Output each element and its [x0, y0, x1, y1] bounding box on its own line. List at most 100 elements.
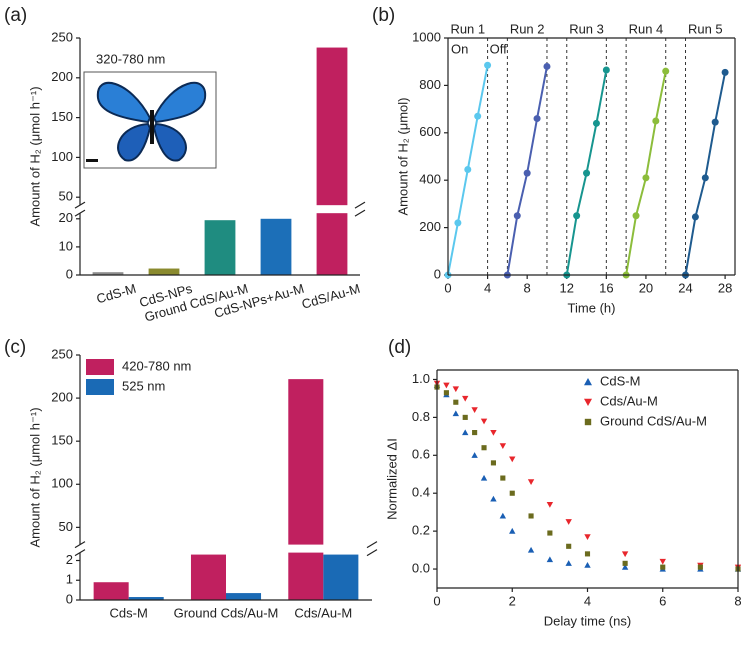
y-axis-label: Amount of H₂ (μmol)	[395, 97, 410, 215]
bar	[204, 220, 236, 275]
marker	[500, 475, 506, 481]
point	[533, 115, 541, 123]
marker	[660, 564, 666, 570]
marker	[490, 460, 496, 466]
run-label: Run 1	[450, 21, 485, 36]
axis-break	[75, 544, 379, 553]
y-tick-label: 100	[51, 149, 73, 164]
y-tick-label: 1000	[412, 29, 441, 44]
run-label: Run 5	[688, 21, 723, 36]
marker	[584, 562, 591, 568]
y-tick-label: 0.0	[412, 560, 430, 575]
y-axis-label: Amount of H₂ (μmol h⁻¹)	[27, 407, 42, 547]
panel-3: (d) 0.0 0.2 0.4 0.6 0.8 1.0 0 2 4 6 8 Normalized ΔI D…	[384, 337, 741, 628]
marker	[622, 560, 628, 566]
panel-1: (b) 0 200 400 600 800 1000 0 4 8 12 16 20 24 28 Amount …	[372, 5, 736, 315]
legend-label: 420-780 nm	[122, 358, 191, 373]
legend-swatch	[86, 359, 114, 375]
marker	[546, 502, 554, 508]
break-mark	[354, 209, 366, 217]
x-tick-label: Ground Cds/Au-M	[174, 605, 279, 620]
x-tick-label: 4	[584, 593, 591, 608]
bar	[128, 597, 164, 600]
marker	[528, 513, 534, 519]
marker	[480, 474, 488, 481]
marker	[546, 556, 554, 563]
marker	[499, 443, 507, 450]
point	[484, 61, 492, 69]
point	[711, 118, 719, 126]
run-label: Run 4	[629, 21, 664, 36]
y-axis-label: Normalized ΔI	[384, 438, 399, 520]
marker	[621, 563, 629, 570]
x-axis-label: Time (h)	[568, 300, 616, 315]
marker	[509, 490, 515, 496]
y-tick-label: 0	[434, 266, 441, 281]
y-tick-label: 0.4	[412, 485, 430, 500]
y-tick-label: 0.6	[412, 447, 430, 462]
point	[454, 219, 462, 227]
y-tick-label: 20	[59, 210, 73, 225]
x-tick-label: 12	[560, 280, 574, 295]
run-label: Run 3	[569, 21, 604, 36]
y-tick-label: 250	[51, 29, 73, 44]
point	[474, 112, 482, 120]
marker	[462, 414, 468, 420]
x-tick-label: 4	[484, 280, 491, 295]
break-mark	[366, 541, 378, 549]
y-tick-label: 100	[51, 476, 73, 491]
x-tick-label: 6	[659, 593, 666, 608]
y-tick-label: 250	[51, 346, 73, 361]
point	[652, 117, 660, 125]
y-tick-label: 50	[59, 519, 73, 534]
legend-label: 525 nm	[122, 378, 165, 393]
y-tick-label: 150	[51, 433, 73, 448]
legend-label: Cds/Au-M	[600, 393, 658, 408]
point	[543, 62, 551, 70]
x-tick-label: 2	[509, 593, 516, 608]
point	[662, 67, 670, 75]
marker	[443, 382, 450, 389]
marker	[472, 429, 478, 436]
y-tick-label: 1	[66, 572, 73, 587]
point	[573, 212, 581, 220]
y-tick-label: 200	[51, 69, 73, 84]
bar	[316, 47, 348, 276]
y-tick-label: 50	[59, 189, 73, 204]
line	[684, 72, 727, 276]
point	[691, 213, 699, 221]
point	[642, 174, 650, 182]
x-tick-label: 8	[734, 593, 741, 608]
line	[625, 70, 667, 276]
y-tick-label: 2	[66, 552, 73, 567]
y-tick-label: 200	[419, 219, 441, 234]
bar	[93, 582, 129, 600]
marker	[481, 445, 487, 451]
y-tick-label: 600	[419, 124, 441, 139]
x-tick-label: 0	[433, 593, 440, 608]
break-mark	[366, 549, 378, 557]
bar	[260, 218, 292, 275]
x-tick-label: 24	[678, 280, 692, 295]
y-tick-label: 0	[66, 266, 73, 281]
point	[701, 174, 709, 182]
point	[464, 166, 472, 174]
x-tick-label: 0	[444, 280, 451, 295]
x-tick-label: 20	[639, 280, 653, 295]
marker	[527, 546, 535, 553]
marker	[453, 399, 459, 405]
bar	[323, 554, 359, 600]
annotation: Off	[490, 41, 507, 56]
y-tick-label: 800	[419, 77, 441, 92]
legend-label: Ground CdS/Au-M	[600, 413, 707, 428]
marker	[509, 456, 516, 463]
x-tick-label: Cds/Au-M	[294, 605, 352, 620]
butterfly-photo	[83, 71, 217, 169]
marker	[584, 398, 592, 406]
marker	[462, 429, 469, 436]
y-tick-label: 0.8	[412, 409, 430, 424]
point	[523, 169, 531, 177]
panel-label: (a)	[4, 5, 27, 26]
